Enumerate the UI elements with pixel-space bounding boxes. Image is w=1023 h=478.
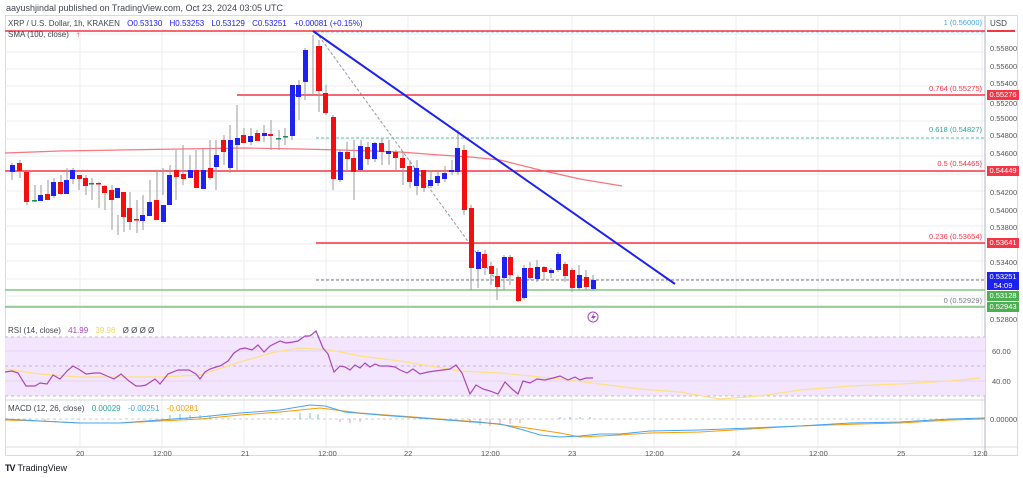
price-tick: 0.54000 (990, 206, 1018, 215)
symbol-legend: XRP / U.S. Dollar, 1h, KRAKEN O0.53130 H… (8, 19, 368, 28)
price-tag-last: 0.53251 54:09 (987, 272, 1019, 290)
price-tick: 0.54800 (990, 131, 1018, 140)
time-tick: 22 (404, 449, 413, 458)
time-tick: 21 (241, 449, 250, 458)
sma-legend[interactable]: SMA (100, close) ↑ (8, 30, 85, 39)
rsi-value: 41.99 (68, 326, 89, 335)
macd-signal-value: -0.00281 (166, 404, 199, 413)
time-tick: 25 (897, 449, 906, 458)
price-tag-resistance: 0.54449 (987, 166, 1019, 176)
last-price: 0.53251 (989, 272, 1017, 281)
price-tick: 0.55000 (990, 114, 1018, 123)
tv-logo-icon: TV (5, 463, 15, 473)
macd-hist-value: 0.00029 (91, 404, 121, 413)
fib-level-0236: 0.236 (0.53654) (929, 232, 982, 241)
price-tag-fib-0236: 0.53641 (987, 238, 1019, 248)
rsi-tick: 60.00 (992, 347, 1011, 356)
fib-level-05: 0.5 (0.54465) (937, 159, 982, 168)
fib-level-0618: 0.618 (0.54827) (929, 125, 982, 134)
time-tick: 12:00 (153, 449, 172, 458)
macd-legend[interactable]: MACD (12, 26, close) 0.00029 -0.00251 -0… (8, 404, 203, 413)
time-tick: 12:0 (973, 449, 988, 458)
price-tag-support-2: 0.52943 (987, 302, 1019, 312)
rsi-extra: Ø Ø Ø Ø (122, 326, 155, 335)
price-tick: 0.53400 (990, 258, 1018, 267)
sma-flag: ↑ (76, 30, 81, 39)
published-line: aayushjindal published on TradingView.co… (6, 3, 284, 13)
price-tag-fib-0764: 0.55276 (987, 90, 1019, 100)
macd-line (4, 404, 986, 438)
tradingview-logo[interactable]: TV TradingView (5, 463, 67, 473)
time-tick: 24 (732, 449, 741, 458)
event-lightning-icon[interactable] (587, 311, 599, 323)
price-tick: 0.55400 (990, 79, 1018, 88)
rsi-tick: 40.00 (992, 377, 1011, 386)
candles (10, 35, 596, 302)
price-tick: 0.52800 (990, 315, 1018, 324)
price-tick: 0.55800 (990, 44, 1018, 53)
fib-level-0: 0 (0.52929) (943, 296, 982, 305)
sma-line (4, 147, 623, 187)
time-tick: 12:00 (318, 449, 337, 458)
price-tick: 0.54200 (990, 188, 1018, 197)
horizontal-levels[interactable] (5, 30, 985, 308)
time-tick: 12:00 (481, 449, 500, 458)
rsi-ma-line (4, 347, 981, 400)
brand-name: TradingView (17, 463, 68, 473)
ohlc-open: O0.53130 (127, 19, 163, 28)
fib-level-1: 1 (0.56000) (943, 18, 982, 27)
ohlc-high: H0.53253 (169, 19, 205, 28)
time-tick: 12:00 (809, 449, 828, 458)
macd-value: -0.00251 (127, 404, 160, 413)
price-tag-support-1: 0.53128 (987, 291, 1019, 301)
sma-label: SMA (100, close) (8, 30, 69, 39)
rsi-legend[interactable]: RSI (14, close) 41.99 39.96 Ø Ø Ø Ø (8, 326, 159, 335)
price-tick: 0.55600 (990, 62, 1018, 71)
macd-tick: 0.00000 (990, 415, 1018, 424)
price-tick: 0.54600 (990, 149, 1018, 158)
time-tick: 12:00 (645, 449, 664, 458)
macd-label: MACD (12, 26, close) (8, 404, 85, 413)
currency-label[interactable]: USD (990, 19, 1007, 28)
price-tick: 0.55200 (990, 99, 1018, 108)
time-tick: 20 (76, 449, 85, 458)
fib-level-0764: 0.764 (0.55275) (929, 84, 982, 93)
rsi-label: RSI (14, close) (8, 326, 61, 335)
time-tick: 23 (568, 449, 577, 458)
ohlc-low: L0.53129 (211, 19, 245, 28)
trendline[interactable] (312, 30, 676, 285)
rsi-line (4, 330, 593, 396)
rsi-ma-value: 39.96 (95, 326, 116, 335)
symbol-title: XRP / U.S. Dollar, 1h, KRAKEN (8, 19, 120, 28)
bar-countdown: 54:09 (993, 281, 1013, 290)
chart-frame (5, 15, 1018, 456)
ohlc-change: +0.00081 (+0.15%) (294, 19, 363, 28)
price-tick: 0.53800 (990, 223, 1018, 232)
ohlc-close: C0.53251 (252, 19, 287, 28)
